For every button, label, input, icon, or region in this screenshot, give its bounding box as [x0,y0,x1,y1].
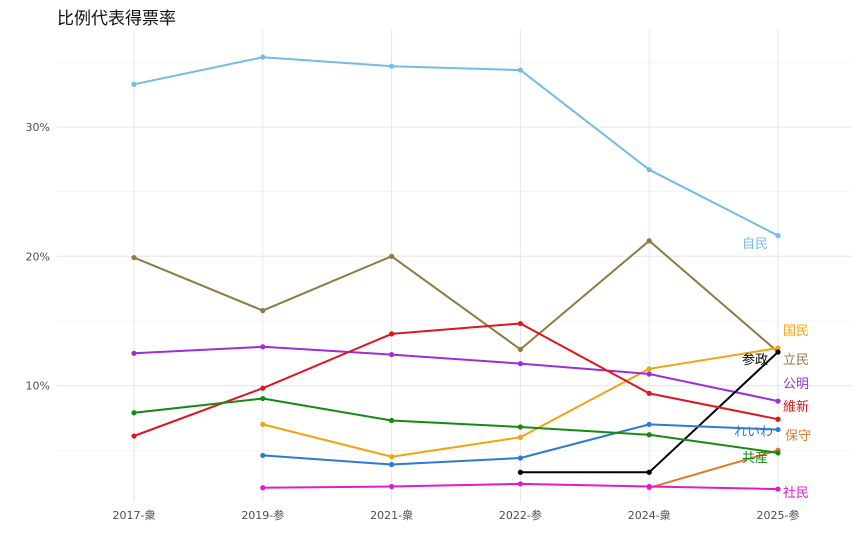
data-point [260,54,266,60]
data-point [389,63,395,69]
data-point [260,344,266,350]
series-end-label: 参政 [742,352,768,368]
x-tick-label: 2024-衆 [628,509,671,522]
data-point [646,483,652,490]
data-point [775,345,781,351]
series-end-label: 自民 [742,237,768,252]
series-line [133,56,779,237]
data-point [389,454,395,460]
data-point [517,481,524,487]
series-line [133,322,779,437]
data-point [260,452,266,459]
data-point [131,350,137,356]
data-point [517,469,524,475]
series-end-label: 社民 [783,485,809,501]
data-point [775,486,781,492]
data-point [775,450,781,456]
data-point [775,416,781,422]
data-point [260,485,266,491]
data-point [260,308,266,314]
data-point [389,461,395,468]
data-point [260,385,266,391]
data-point [775,398,781,404]
axis-layer: 10% 20% 30% 2017-衆 2019-参 2021-衆 2022-参 2024-衆 2… [26,121,800,522]
data-point [646,421,652,428]
data-point [646,390,652,396]
data-point [131,81,137,87]
data-point [646,366,652,372]
y-tick-label: 30% [26,121,50,134]
series-line [133,239,779,353]
data-point [646,371,652,377]
series-end-label: 立民 [783,353,809,368]
data-point [646,469,652,475]
data-point [517,361,524,367]
data-point [389,417,395,424]
data-point [646,432,652,438]
y-tick-label: 20% [26,250,50,263]
data-point [260,421,266,428]
series-end-label: 公明 [783,377,809,392]
y-tick-label: 10% [26,380,50,393]
x-tick-label: 2022-参 [499,508,542,522]
series-line [133,397,779,454]
x-tick-label: 2025-参 [757,508,800,522]
data-point [517,67,524,73]
data-point [389,253,395,259]
data-point [389,351,395,358]
chart-title: 比例代表得票率 [57,9,176,29]
grid-layer [57,30,852,502]
series-end-label: 共産 [742,450,768,466]
data-point [775,349,781,355]
data-point [775,426,781,433]
data-point [131,254,137,261]
x-tick-label: 2019-参 [241,508,284,522]
series-end-label: 保守 [785,429,811,444]
data-point [646,238,652,244]
series-end-label: 国民 [783,324,809,339]
series-line [648,449,779,489]
x-tick-label: 2021-衆 [370,509,413,522]
x-tick-label: 2017-衆 [113,509,156,522]
data-point [389,331,395,337]
data-point [775,233,781,239]
series-line [133,345,779,403]
series-end-label: 維新 [783,399,809,415]
series-end-label: れいわ [734,425,773,440]
data-point [517,346,524,353]
data-point [389,483,395,490]
data-point [517,424,524,430]
data-point [131,433,137,439]
data-point [517,320,524,327]
data-point [260,395,266,402]
data-point [517,434,524,440]
data-point [646,167,652,173]
data-point [517,455,524,461]
data-point [131,410,137,416]
series-layer [131,54,781,492]
